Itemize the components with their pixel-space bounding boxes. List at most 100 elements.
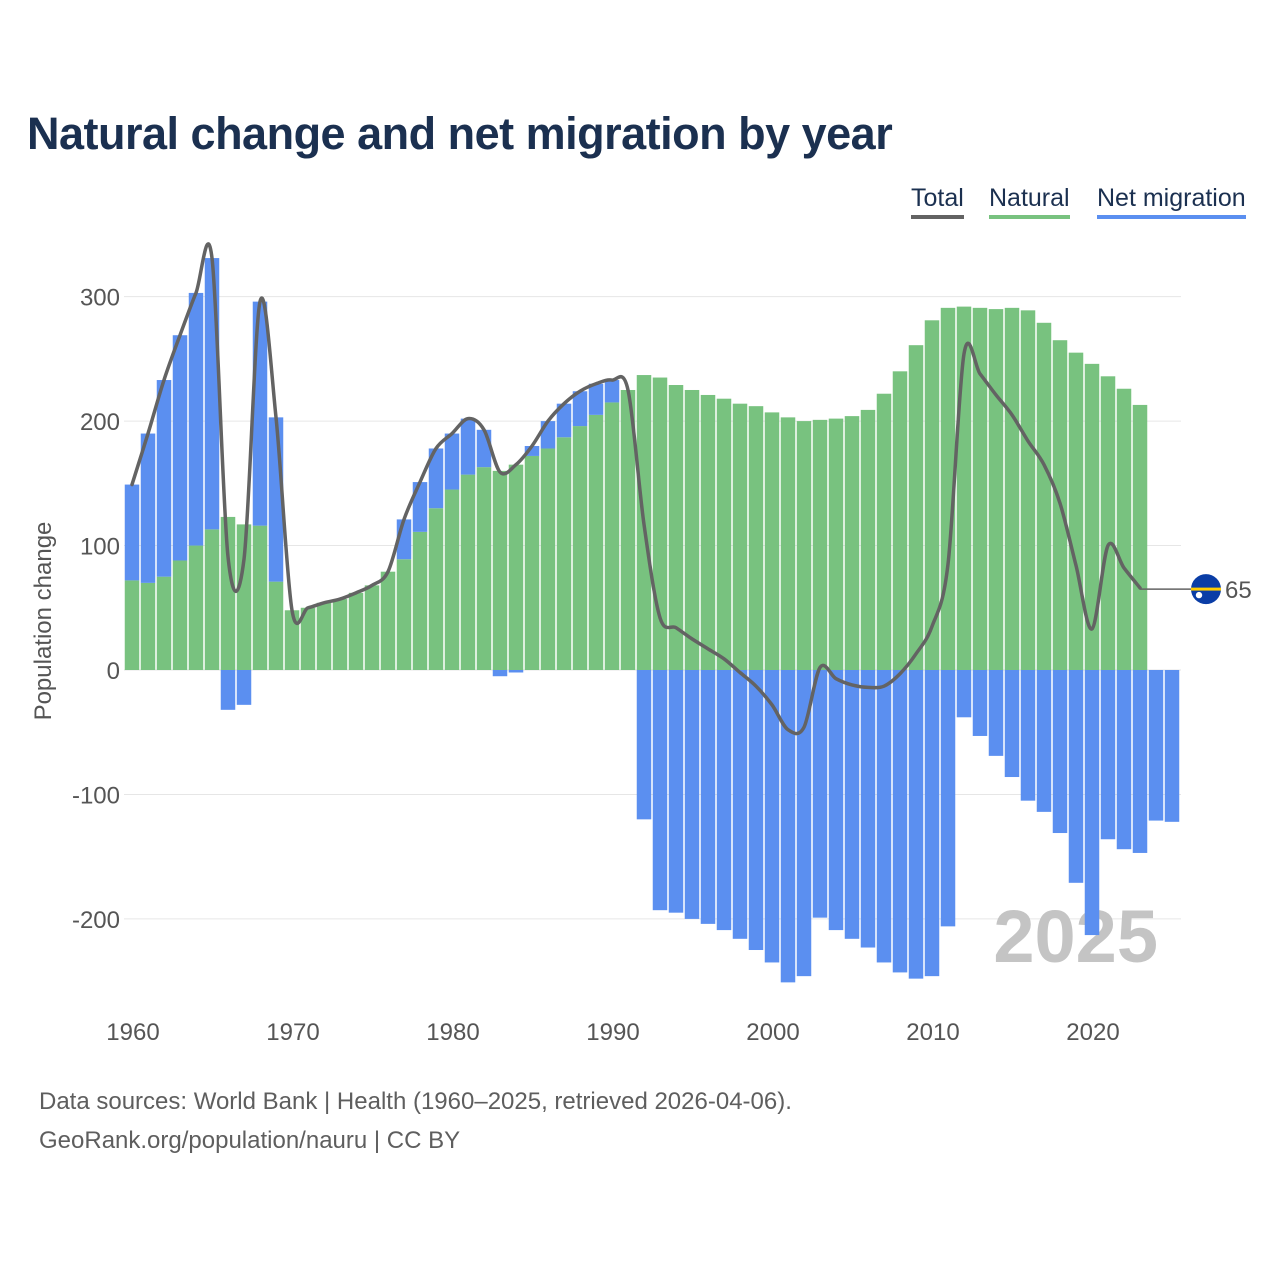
bar-natural (1132, 404, 1148, 670)
bar-net-migration (1068, 670, 1084, 883)
bar-natural (604, 402, 620, 670)
bar-natural (700, 394, 716, 670)
x-tick-label: 2010 (906, 1019, 959, 1046)
y-tick-label: 300 (80, 285, 120, 312)
bar-net-migration (636, 670, 652, 820)
year-watermark: 2025 (993, 895, 1158, 978)
bar-natural (284, 610, 300, 670)
bar-natural (1004, 307, 1020, 670)
bar-natural (140, 582, 156, 670)
axes: 300 200 100 0 -100 -200 1960 1970 1980 1990 2000 20… (30, 285, 1120, 1046)
bar-net-migration (156, 380, 172, 577)
x-tick-label: 1980 (426, 1019, 479, 1046)
bar-natural (924, 320, 940, 670)
bar-net-migration (988, 670, 1004, 756)
bar-net-migration (412, 482, 428, 532)
legend-total[interactable]: Total (911, 184, 964, 219)
x-tick-label: 1970 (266, 1019, 319, 1046)
bar-net-migration (908, 670, 924, 979)
x-tick-label: 2020 (1066, 1019, 1119, 1046)
bar-net-migration (1100, 670, 1116, 840)
bar-net-migration (428, 448, 444, 509)
bar-net-migration (956, 670, 972, 718)
bar-net-migration (940, 670, 956, 927)
y-tick-label: -200 (72, 907, 120, 934)
bar-net-migration (1004, 670, 1020, 778)
bar-net-migration (796, 670, 812, 977)
bar-net-migration (588, 383, 604, 415)
bar-net-migration (124, 484, 140, 581)
bar-natural (684, 389, 700, 670)
bar-net-migration (204, 258, 220, 530)
end-marker-layer: 65 (1140, 574, 1252, 605)
total-line-layer (130, 242, 1142, 736)
bar-net-migration (764, 670, 780, 963)
bar-net-migration (524, 445, 540, 456)
bar-natural (764, 412, 780, 670)
bar-natural (460, 474, 476, 670)
bar-natural (396, 559, 412, 670)
bar-natural (1036, 322, 1052, 670)
x-tick-label: 2000 (746, 1019, 799, 1046)
bar-natural (252, 525, 268, 670)
y-tick-label: 0 (107, 658, 120, 685)
bar-net-migration (668, 670, 684, 913)
bar-natural (620, 389, 636, 670)
bar-natural (364, 585, 380, 670)
bar-net-migration (972, 670, 988, 736)
bar-net-migration (1164, 670, 1180, 822)
bar-natural (668, 385, 684, 670)
bar-net-migration (732, 670, 748, 939)
end-value-label: 65 (1225, 577, 1252, 604)
chart-title: Natural change and net migration by year (27, 108, 893, 159)
bar-net-migration (492, 670, 508, 677)
bar-natural (348, 592, 364, 670)
bar-natural (780, 417, 796, 670)
y-tick-label: -100 (72, 782, 120, 809)
bar-net-migration (1148, 670, 1164, 821)
bar-natural (444, 489, 460, 670)
bar-natural (876, 393, 892, 670)
bar-natural (732, 403, 748, 670)
bar-natural (172, 560, 188, 670)
bar-natural (988, 309, 1004, 670)
bar-natural (1020, 310, 1036, 670)
bar-net-migration (1116, 670, 1132, 850)
bar-net-migration (140, 433, 156, 583)
bar-net-migration (1020, 670, 1036, 801)
bar-natural (812, 419, 828, 670)
bar-net-migration (220, 670, 236, 710)
bar-natural (316, 602, 332, 670)
legend-natural[interactable]: Natural (989, 184, 1070, 219)
bar-natural (124, 580, 140, 670)
bar-natural (1116, 388, 1132, 670)
bar-natural (188, 545, 204, 670)
bar-natural (236, 524, 252, 670)
bar-natural (476, 467, 492, 670)
bar-natural (332, 599, 348, 670)
bar-natural (1084, 363, 1100, 670)
bar-natural (828, 418, 844, 670)
bar-net-migration (876, 670, 892, 963)
bar-net-migration (508, 670, 524, 673)
footer-credit[interactable]: GeoRank.org/population/nauru | CC BY (39, 1127, 461, 1154)
bar-natural (220, 516, 236, 670)
bar-natural (892, 371, 908, 670)
bar-net-migration (460, 418, 476, 475)
bar-natural (1100, 376, 1116, 670)
bar-natural (492, 470, 508, 670)
x-tick-label: 1960 (106, 1019, 159, 1046)
y-tick-label: 200 (80, 409, 120, 436)
bar-natural (796, 421, 812, 670)
bar-natural (748, 406, 764, 670)
legend-net-migration[interactable]: Net migration (1097, 184, 1246, 219)
footer-source: Data sources: World Bank | Health (1960–… (39, 1088, 792, 1115)
bar-natural (972, 307, 988, 670)
bar-natural (1068, 352, 1084, 670)
bar-net-migration (1052, 670, 1068, 834)
bar-net-migration (1132, 670, 1148, 853)
bar-natural (156, 576, 172, 670)
bar-natural (556, 437, 572, 670)
bar-net-migration (924, 670, 940, 977)
